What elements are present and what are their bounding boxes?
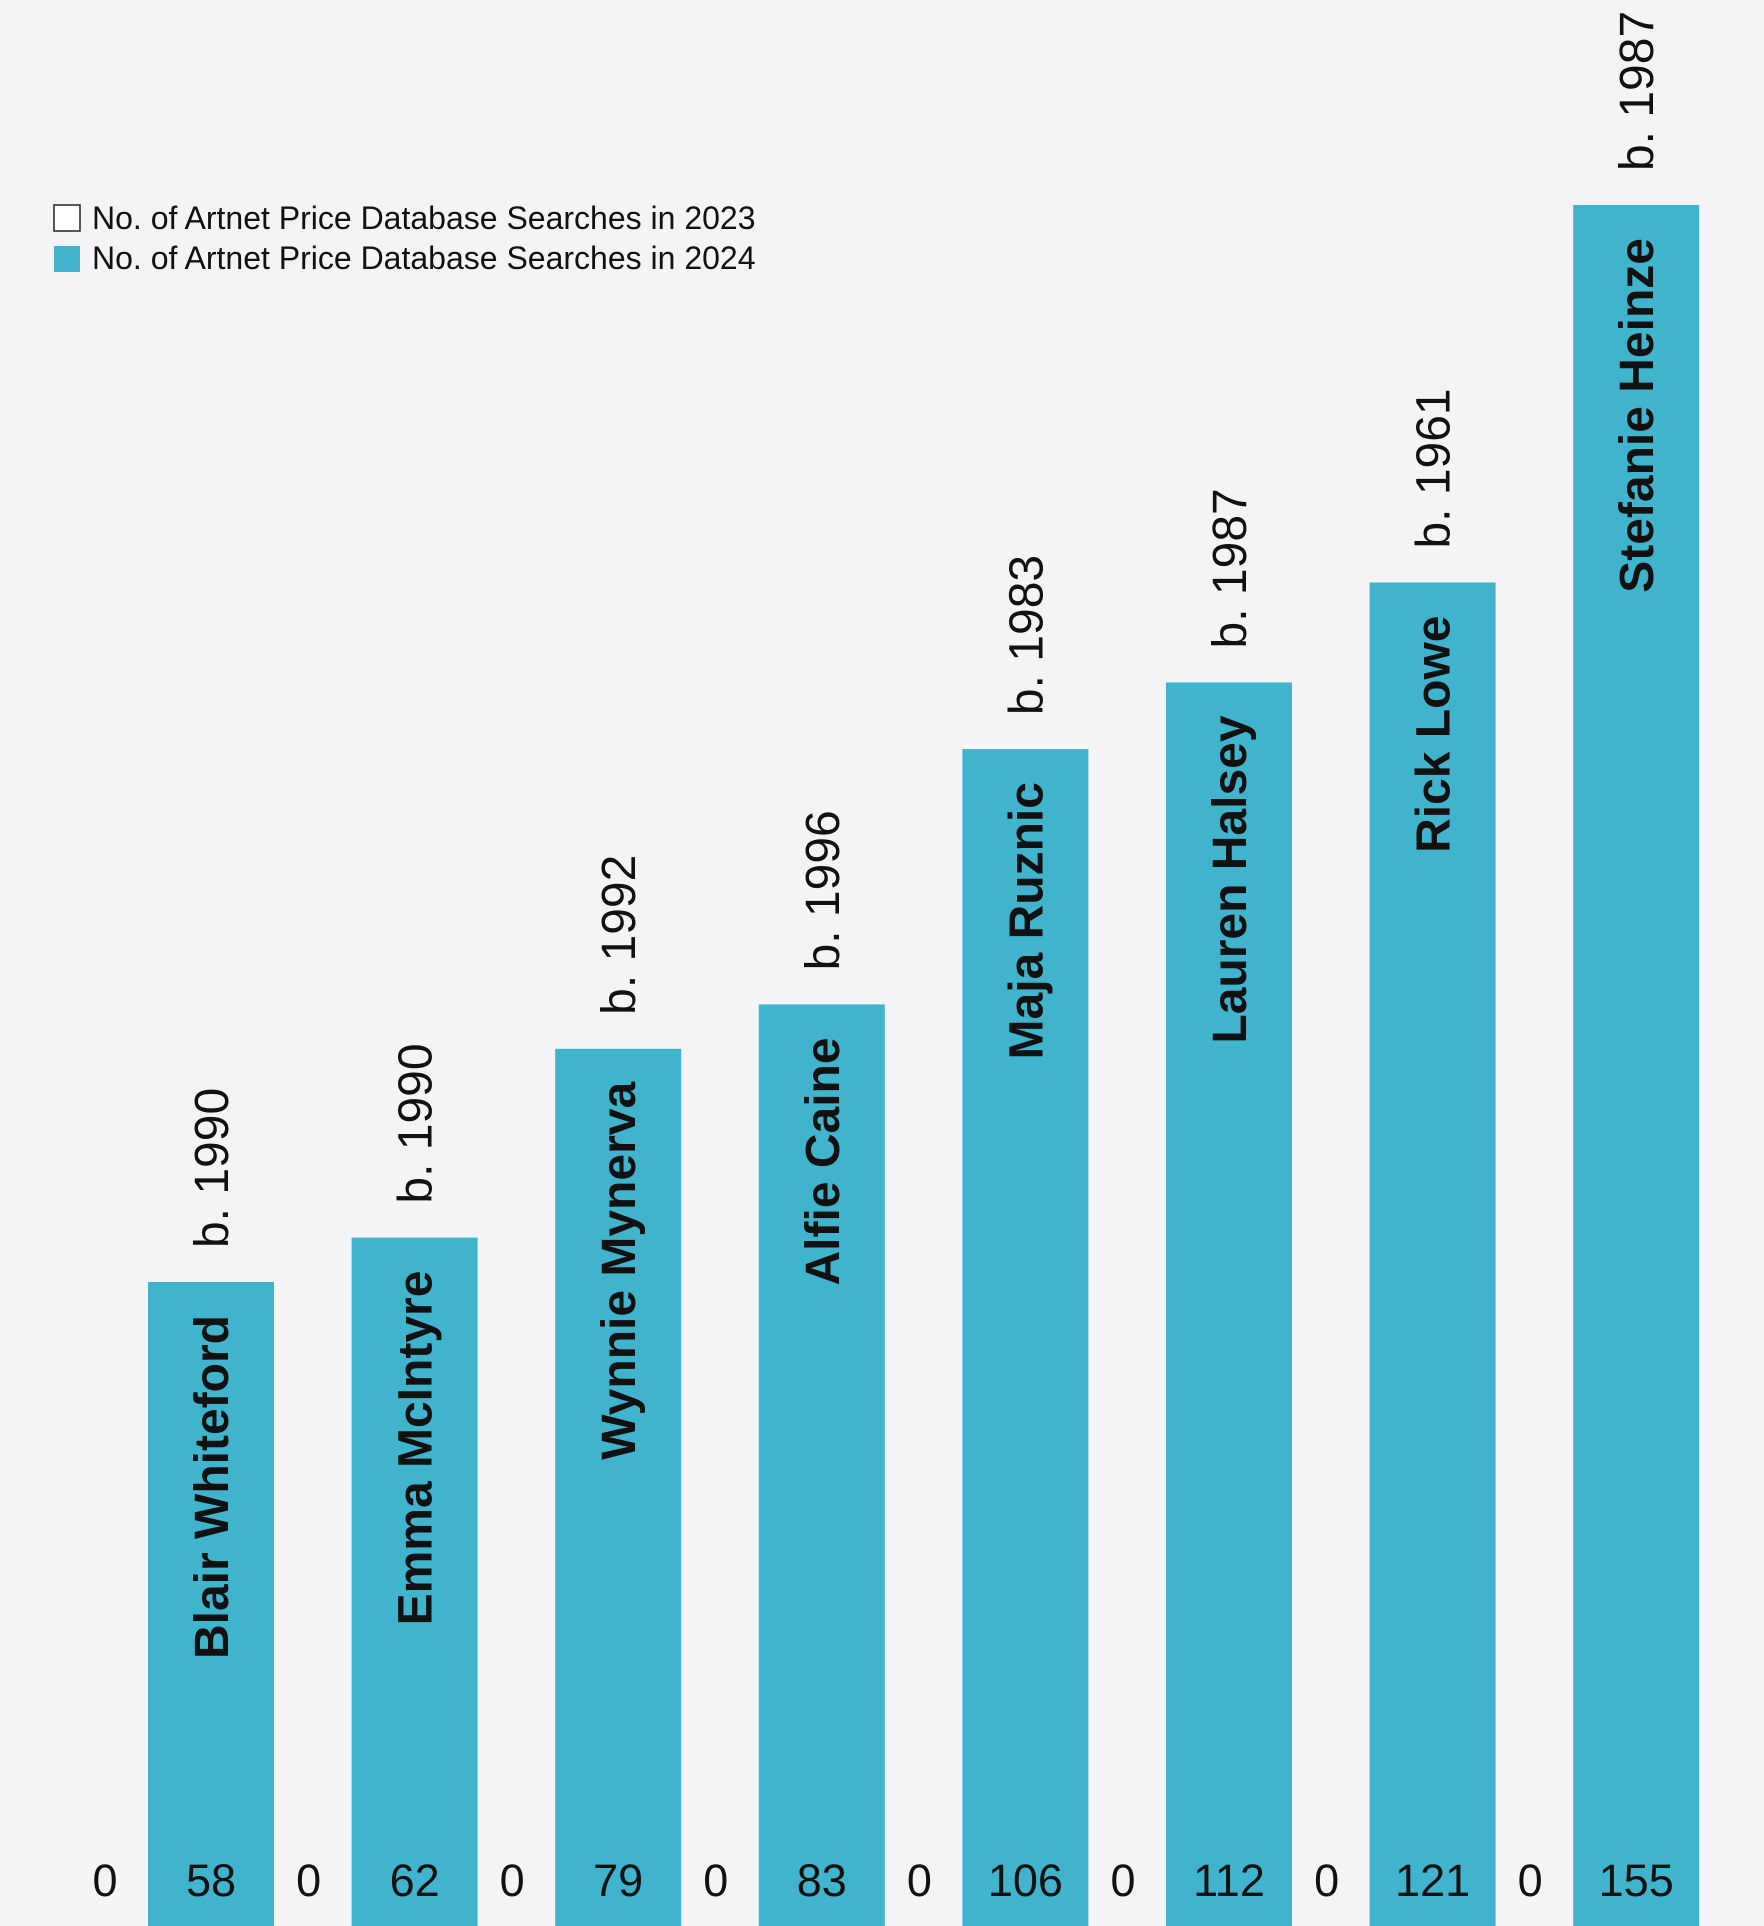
value-label-2024: 83 bbox=[797, 1855, 847, 1906]
value-label-2024: 106 bbox=[988, 1855, 1063, 1906]
value-label-2023: 0 bbox=[92, 1855, 117, 1906]
value-label-2023: 0 bbox=[1110, 1855, 1135, 1906]
value-label-2023: 0 bbox=[1314, 1855, 1339, 1906]
artist-name-label: Emma McIntyre bbox=[390, 1271, 443, 1626]
value-label-2024: 121 bbox=[1395, 1855, 1470, 1906]
birth-year-label: b. 1987 bbox=[1204, 488, 1257, 648]
bar-2024 bbox=[962, 749, 1089, 1926]
birth-year-label: b. 1961 bbox=[1408, 388, 1461, 548]
value-label-2024: 112 bbox=[1193, 1855, 1265, 1906]
value-label-2023: 0 bbox=[500, 1855, 525, 1906]
birth-year-label: b. 1992 bbox=[593, 855, 646, 1015]
value-label-2023: 0 bbox=[296, 1855, 321, 1906]
legend-label-2023: No. of Artnet Price Database Searches in… bbox=[92, 200, 756, 236]
legend-swatch-2023 bbox=[53, 204, 81, 232]
artist-name-label: Stefanie Heinze bbox=[1611, 238, 1664, 593]
value-label-2023: 0 bbox=[907, 1855, 932, 1906]
artist-name-label: Wynnie Mynerva bbox=[593, 1082, 646, 1460]
artist-name-label: Rick Lowe bbox=[1408, 616, 1461, 853]
birth-year-label: b. 1996 bbox=[797, 810, 850, 970]
birth-year-label: b. 1983 bbox=[1000, 555, 1053, 715]
birth-year-label: b. 1987 bbox=[1611, 11, 1664, 171]
artist-name-label: Lauren Halsey bbox=[1204, 715, 1257, 1043]
bar-2024 bbox=[148, 1282, 274, 1926]
value-label-2024: 62 bbox=[390, 1855, 440, 1906]
artist-name-label: Maja Ruznic bbox=[1000, 782, 1053, 1059]
birth-year-label: b. 1990 bbox=[390, 1043, 443, 1203]
value-label-2023: 0 bbox=[1518, 1855, 1543, 1906]
value-label-2024: 79 bbox=[593, 1855, 643, 1906]
bar-2024 bbox=[1369, 582, 1496, 1926]
bar-2024 bbox=[555, 1048, 682, 1926]
bar-2024 bbox=[758, 1004, 885, 1926]
value-label-2023: 0 bbox=[703, 1855, 728, 1906]
artist-name-label: Alfie Caine bbox=[797, 1037, 850, 1285]
artist-name-label: Blair Whiteford bbox=[186, 1315, 239, 1659]
bar-2024 bbox=[351, 1237, 478, 1926]
legend-label-2024: No. of Artnet Price Database Searches in… bbox=[92, 240, 756, 276]
birth-year-label: b. 1990 bbox=[186, 1088, 239, 1248]
value-label-2024: 155 bbox=[1599, 1855, 1674, 1906]
bar-2024 bbox=[1573, 205, 1700, 1926]
legend: No. of Artnet Price Database Searches in… bbox=[53, 200, 756, 276]
value-label-2024: 58 bbox=[186, 1855, 236, 1906]
bar-2024 bbox=[1166, 682, 1292, 1926]
legend-swatch-2024 bbox=[54, 246, 80, 272]
chart-marks: 0 58 Blair Whiteford b. 1990 0 62 Emma McIntyr… bbox=[92, 11, 1700, 1926]
